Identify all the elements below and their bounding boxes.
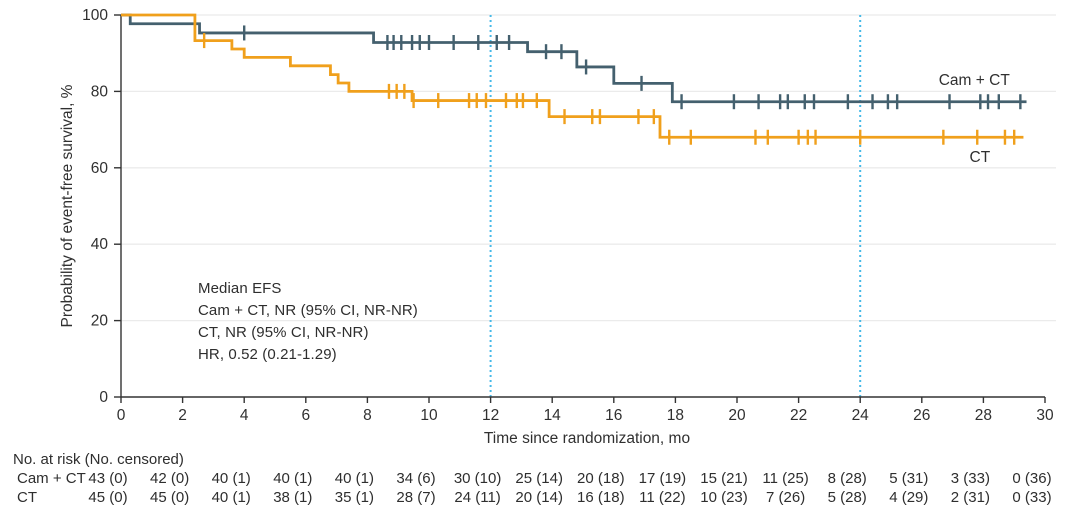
risk-value: 34 (6) <box>396 470 436 487</box>
annotation-line-4: HR, 0.52 (0.21-1.29) <box>198 346 337 363</box>
risk-value: 11 (22) <box>639 489 686 506</box>
risk-value: 0 (36) <box>1012 470 1052 487</box>
risk-value: 25 (14) <box>515 470 563 487</box>
km-curve-cam-ct <box>121 13 1027 104</box>
x-tick-label-24: 24 <box>852 407 870 424</box>
x-tick-label-6: 6 <box>301 407 310 424</box>
risk-value: 40 (1) <box>211 489 251 506</box>
x-tick-label-8: 8 <box>363 407 372 424</box>
risk-value: 20 (14) <box>515 489 563 506</box>
risk-value: 17 (19) <box>638 470 687 487</box>
annotation-line-1: Median EFS <box>198 280 282 297</box>
x-tick-label-2: 2 <box>178 407 187 424</box>
risk-value: 5 (28) <box>827 489 867 506</box>
x-axis-title: Time since randomization, mo <box>484 430 690 447</box>
risk-value: 5 (31) <box>889 470 929 487</box>
x-tick-label-0: 0 <box>117 407 126 424</box>
y-tick-label-80: 80 <box>91 83 109 100</box>
series-label-cam-ct: Cam + CT <box>939 72 1011 89</box>
x-tick-label-28: 28 <box>975 407 992 424</box>
y-tick-label-100: 100 <box>82 7 108 24</box>
risk-value: 45 (0) <box>150 489 190 506</box>
y-tick-label-60: 60 <box>91 160 109 177</box>
x-tick-label-10: 10 <box>420 407 438 424</box>
risk-value: 35 (1) <box>334 489 374 506</box>
y-axis-title: Probability of event-free survival, % <box>59 84 76 327</box>
risk-value: 30 (10) <box>453 470 502 487</box>
risk-value: 24 (11) <box>454 489 501 506</box>
risk-value: 3 (33) <box>950 470 990 487</box>
x-tick-label-12: 12 <box>482 407 499 424</box>
risk-value: 40 (1) <box>334 470 374 487</box>
y-tick-label-0: 0 <box>99 389 108 406</box>
x-tick-label-20: 20 <box>728 407 746 424</box>
risk-value: 15 (21) <box>700 470 748 487</box>
risk-value: 11 (25) <box>762 470 809 487</box>
km-curve-ct <box>121 13 1024 139</box>
risk-table-header: No. at risk (No. censored) <box>13 451 184 468</box>
risk-row-label-cam-ct: Cam + CT <box>17 470 86 487</box>
y-tick-label-40: 40 <box>91 236 109 253</box>
x-tick-label-14: 14 <box>544 407 562 424</box>
risk-value: 40 (1) <box>273 470 313 487</box>
x-tick-label-26: 26 <box>913 407 930 424</box>
risk-value: 2 (31) <box>950 489 990 506</box>
x-tick-label-4: 4 <box>240 407 249 424</box>
y-tick-label-20: 20 <box>91 313 109 330</box>
risk-value: 38 (1) <box>273 489 313 506</box>
risk-value: 8 (28) <box>827 470 867 487</box>
risk-value: 10 (23) <box>700 489 748 506</box>
risk-value: 45 (0) <box>88 489 128 506</box>
annotation-line-3: CT, NR (95% CI, NR-NR) <box>198 324 369 341</box>
risk-value: 16 (18) <box>577 489 625 506</box>
risk-value: 42 (0) <box>150 470 190 487</box>
risk-value: 7 (26) <box>766 489 806 506</box>
median-efs-annotation: Median EFS Cam + CT, NR (95% CI, NR-NR) … <box>198 278 418 366</box>
x-tick-label-16: 16 <box>605 407 622 424</box>
risk-value: 40 (1) <box>211 470 251 487</box>
risk-value: 28 (7) <box>396 489 436 506</box>
risk-value: 4 (29) <box>889 489 929 506</box>
x-tick-label-18: 18 <box>667 407 684 424</box>
series-label-ct: CT <box>970 149 991 166</box>
risk-value: 43 (0) <box>88 470 128 487</box>
risk-row-label-ct: CT <box>17 489 37 506</box>
risk-value: 0 (33) <box>1012 489 1052 506</box>
annotation-line-2: Cam + CT, NR (95% CI, NR-NR) <box>198 302 418 319</box>
risk-value: 20 (18) <box>577 470 625 487</box>
x-tick-label-30: 30 <box>1036 407 1054 424</box>
x-tick-label-22: 22 <box>790 407 807 424</box>
